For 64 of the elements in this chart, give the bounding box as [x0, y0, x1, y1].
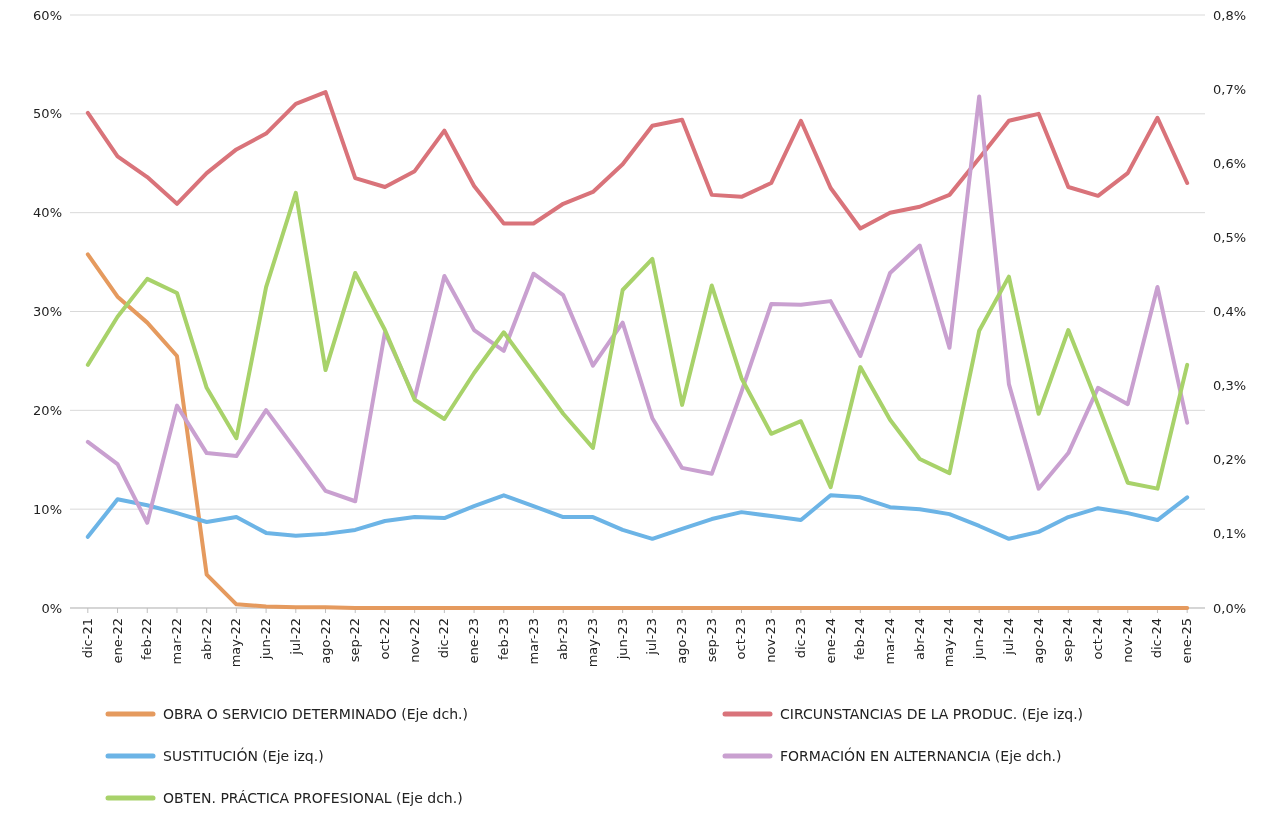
x-tick-label: jul-24: [1000, 618, 1016, 656]
x-tick-label: jun-24: [971, 618, 987, 661]
x-tick-label: jul-22: [287, 618, 303, 656]
legend-label: SUSTITUCIÓN (Eje izq.): [163, 746, 324, 764]
x-tick-label: abr-22: [198, 618, 214, 660]
x-tick-label: sep-23: [703, 618, 719, 663]
line-series: [85, 94, 1190, 525]
y2-tick-label: 0,2%: [1213, 452, 1247, 468]
x-tick-label: ene-25: [1179, 618, 1195, 664]
y2-tick-label: 0,3%: [1213, 378, 1247, 394]
y2-tick-label: 0,1%: [1213, 526, 1247, 542]
x-tick-label: ago-23: [674, 618, 690, 664]
x-tick-label: may-23: [584, 618, 600, 668]
x-tick-label: dic-22: [436, 618, 452, 659]
x-tick-label: mar-24: [882, 618, 898, 665]
line-series: [85, 493, 1190, 541]
x-tick-label: oct-23: [733, 618, 749, 660]
y-tick-label: 40%: [33, 205, 62, 221]
line-series: [85, 190, 1190, 491]
y-tick-label: 30%: [33, 304, 62, 320]
x-tick-label: ago-24: [1030, 618, 1046, 664]
legend-label: FORMACIÓN EN ALTERNANCIA (Eje dch.): [780, 746, 1062, 764]
y2-tick-label: 0,4%: [1213, 304, 1247, 320]
x-tick-label: feb-24: [852, 618, 868, 661]
y2-tick-label: 0,6%: [1213, 155, 1247, 171]
legend-label: OBTEN. PRÁCTICA PROFESIONAL (Eje dch.): [163, 789, 463, 806]
x-tick-label: jun-22: [258, 618, 274, 661]
x-tick-label: abr-24: [911, 618, 927, 660]
legend-label: CIRCUNSTANCIAS DE LA PRODUC. (Eje izq.): [780, 705, 1084, 722]
x-tick-label: sep-24: [1060, 618, 1076, 663]
legend-label: OBRA O SERVICIO DETERMINADO (Eje dch.): [163, 705, 468, 722]
line-series: [85, 252, 1190, 610]
x-tick-label: mar-22: [168, 618, 184, 665]
x-tick-label: abr-23: [555, 618, 571, 660]
x-tick-label: jul-23: [644, 618, 660, 656]
line-series: [85, 90, 1190, 231]
x-tick-label: nov-24: [1119, 618, 1135, 663]
y2-tick-label: 0,8%: [1213, 7, 1247, 23]
x-tick-label: dic-21: [79, 618, 95, 659]
y-tick-label: 0%: [41, 600, 62, 616]
x-tick-label: ago-22: [317, 618, 333, 664]
x-tick-label: may-22: [228, 618, 244, 668]
x-tick-label: mar-23: [525, 618, 541, 665]
y-tick-label: 20%: [33, 402, 62, 418]
x-tick-label: nov-22: [406, 618, 422, 663]
y2-tick-label: 0,0%: [1213, 600, 1247, 616]
x-tick-label: oct-24: [1090, 618, 1106, 660]
x-tick-label: jun-23: [614, 618, 630, 661]
y2-tick-label: 0,7%: [1213, 81, 1247, 97]
x-tick-label: ene-23: [466, 618, 482, 664]
x-tick-label: may-24: [941, 618, 957, 668]
x-tick-label: dic-24: [1149, 618, 1165, 659]
x-tick-label: dic-23: [792, 618, 808, 659]
x-tick-label: ene-24: [822, 618, 838, 664]
y-tick-label: 60%: [33, 7, 62, 23]
y-tick-label: 50%: [33, 106, 62, 122]
x-tick-label: sep-22: [347, 618, 363, 663]
x-tick-label: feb-22: [139, 618, 155, 661]
x-tick-label: ene-22: [109, 618, 125, 664]
y-tick-label: 10%: [33, 501, 62, 517]
x-tick-label: nov-23: [763, 618, 779, 663]
x-tick-label: feb-23: [495, 618, 511, 661]
y2-tick-label: 0,5%: [1213, 229, 1247, 245]
x-tick-label: oct-22: [376, 618, 392, 660]
